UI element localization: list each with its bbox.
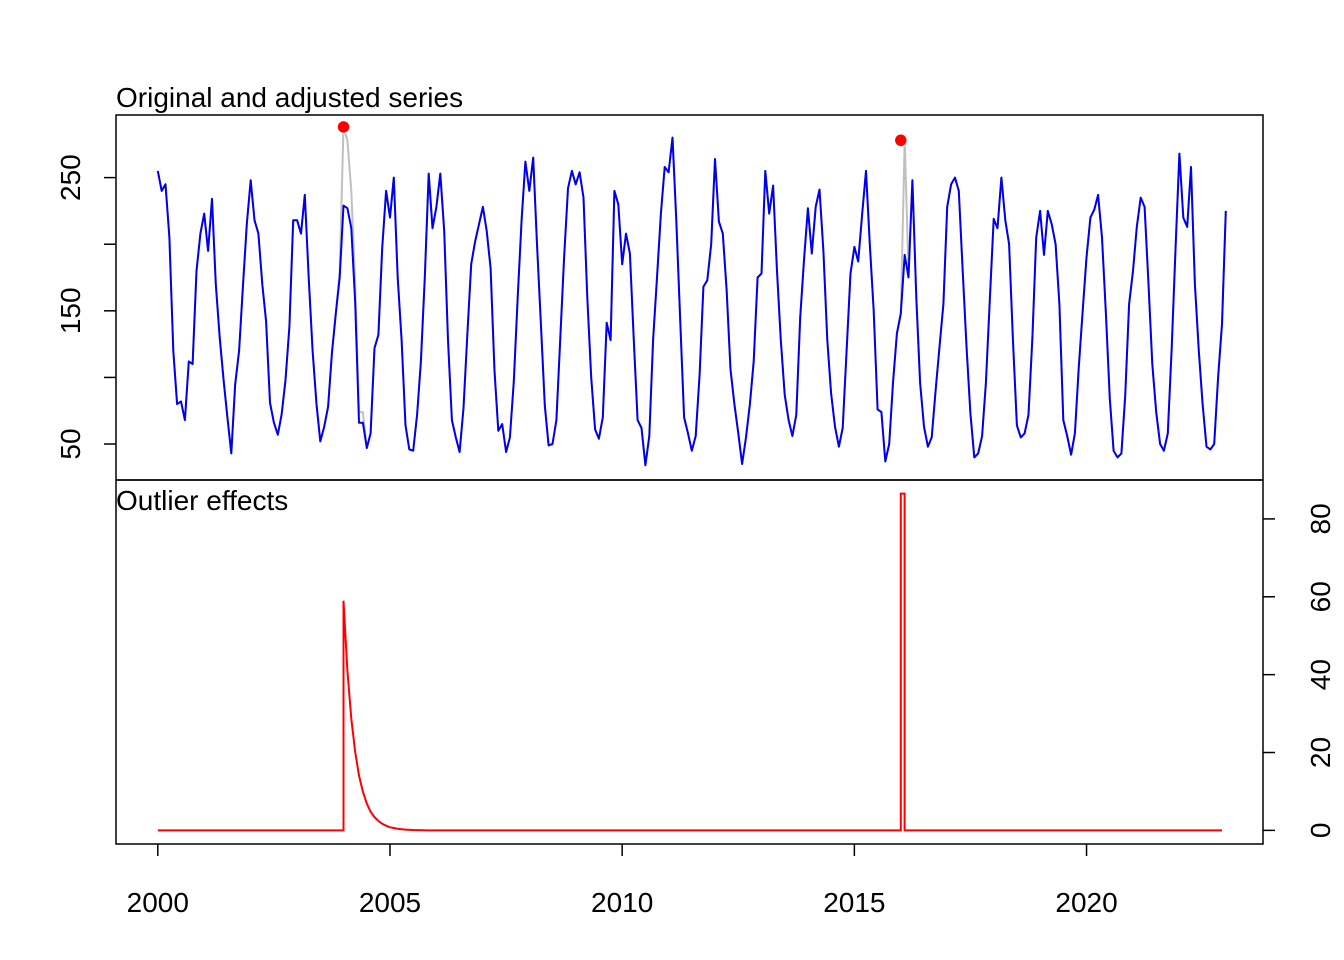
top-panel-title: Original and adjusted series (116, 82, 463, 113)
x-tick-label: 2000 (127, 887, 189, 918)
bottom-panel-frame (115, 479, 1264, 845)
x-tick-label: 2015 (823, 887, 885, 918)
top-panel-frame (115, 114, 1264, 481)
bottom-y-tick-label: 20 (1305, 737, 1336, 768)
bottom-y-tick-label: 60 (1305, 581, 1336, 612)
top-y-tick-label: 50 (55, 428, 86, 459)
x-tick-label: 2010 (591, 887, 653, 918)
series-layer (156, 119, 1227, 832)
x-tick-label: 2020 (1055, 887, 1117, 918)
outlier-point-1 (336, 119, 351, 135)
x-tick-label: 2005 (359, 887, 421, 918)
bottom-y-tick-label: 40 (1305, 659, 1336, 690)
bottom-y-tick-label: 0 (1305, 823, 1336, 839)
axes-layer: 50 150 250 0 20 40 60 80 2000 2005 2010 2015 2020 (55, 154, 1336, 918)
outlier-effects-line (157, 492, 1222, 832)
bottom-panel-title: Outlier effects (116, 485, 288, 516)
outlier-point-2 (893, 133, 909, 148)
top-y-tick-label: 150 (55, 287, 86, 334)
top-y-tick-label: 250 (55, 154, 86, 201)
adjusted-series-line (156, 136, 1227, 467)
bottom-y-tick-label: 80 (1305, 503, 1336, 534)
